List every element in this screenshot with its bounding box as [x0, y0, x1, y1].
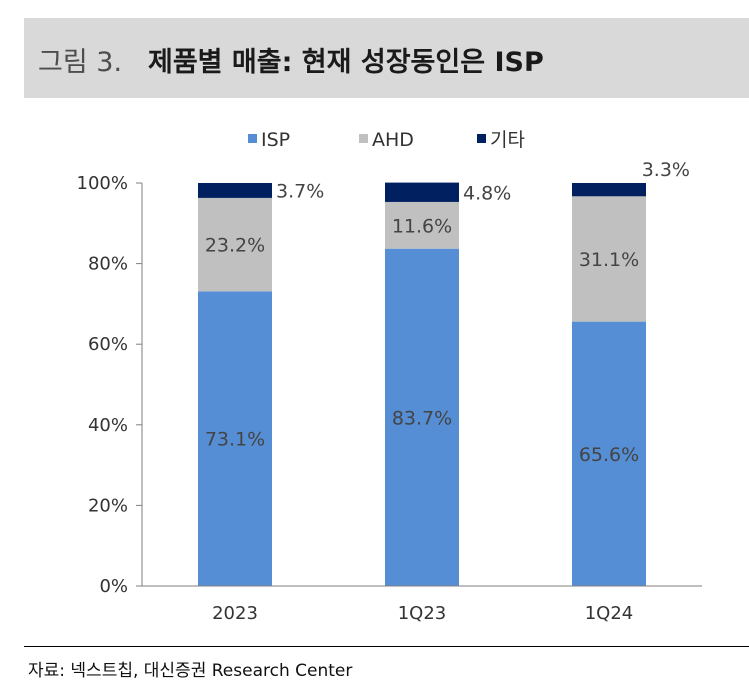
- bar-ahd-1q23: [385, 201, 459, 249]
- y-axis: 0% 20% 40% 60% 80% 100%: [77, 173, 143, 597]
- legend: ISP AHD 기타: [248, 129, 525, 151]
- y-tick-label: 20%: [88, 495, 128, 516]
- x-axis: 2023 1Q23 1Q24: [142, 585, 702, 624]
- x-tick-label: 1Q23: [398, 603, 447, 624]
- x-tick-label: 2023: [212, 603, 258, 624]
- y-tick-label: 0%: [99, 576, 128, 597]
- bar-isp-2023: [198, 291, 272, 586]
- bar-ahd-1q24: [572, 196, 646, 322]
- legend-label: 기타: [490, 129, 525, 151]
- chart-title: 제품별 매출: 현재 성장동인은 ISP: [148, 47, 544, 78]
- bar-isp-1q23: [385, 248, 459, 586]
- data-label: 31.1%: [579, 249, 639, 271]
- legend-swatch-기타: [477, 134, 486, 143]
- legend-label: ISP: [261, 129, 290, 151]
- bar-기타-1q23: [385, 182, 459, 202]
- legend-swatch-isp: [248, 134, 257, 143]
- bar-기타-1q24: [572, 183, 646, 197]
- stacked-bar-chart: ISP AHD 기타 0% 20% 40% 60% 80% 100% 73.1% 23.2% 3.…: [77, 129, 702, 624]
- bar-ahd-2023: [198, 197, 272, 292]
- data-label: 65.6%: [579, 444, 639, 466]
- y-tick-label: 100%: [77, 173, 128, 194]
- bar-기타-2023: [198, 183, 272, 198]
- data-label: 73.1%: [205, 429, 265, 451]
- data-label: 3.7%: [276, 180, 324, 202]
- bar-isp-1q24: [572, 321, 646, 586]
- legend-swatch-ahd: [359, 134, 368, 143]
- data-label: 23.2%: [205, 235, 265, 257]
- y-tick-label: 80%: [88, 254, 128, 275]
- data-label: 83.7%: [392, 407, 452, 429]
- y-tick-label: 40%: [88, 415, 128, 436]
- x-tick-label: 1Q24: [585, 603, 634, 624]
- source-divider: [24, 646, 749, 647]
- bars: 73.1% 23.2% 3.7% 83.7% 11.6% 4.8% 65.6% 31.1% 3.…: [198, 159, 690, 586]
- figure-label: 그림 3.: [38, 47, 123, 78]
- data-label: 11.6%: [392, 215, 452, 237]
- title-bar: 그림 3. 제품별 매출: 현재 성장동인은 ISP: [24, 18, 749, 98]
- source-note: 자료: 넥스트칩, 대신증권 Research Center: [28, 661, 353, 681]
- data-label: 4.8%: [463, 182, 511, 204]
- data-label: 3.3%: [642, 159, 690, 181]
- y-tick-label: 60%: [88, 334, 128, 355]
- legend-label: AHD: [372, 129, 414, 151]
